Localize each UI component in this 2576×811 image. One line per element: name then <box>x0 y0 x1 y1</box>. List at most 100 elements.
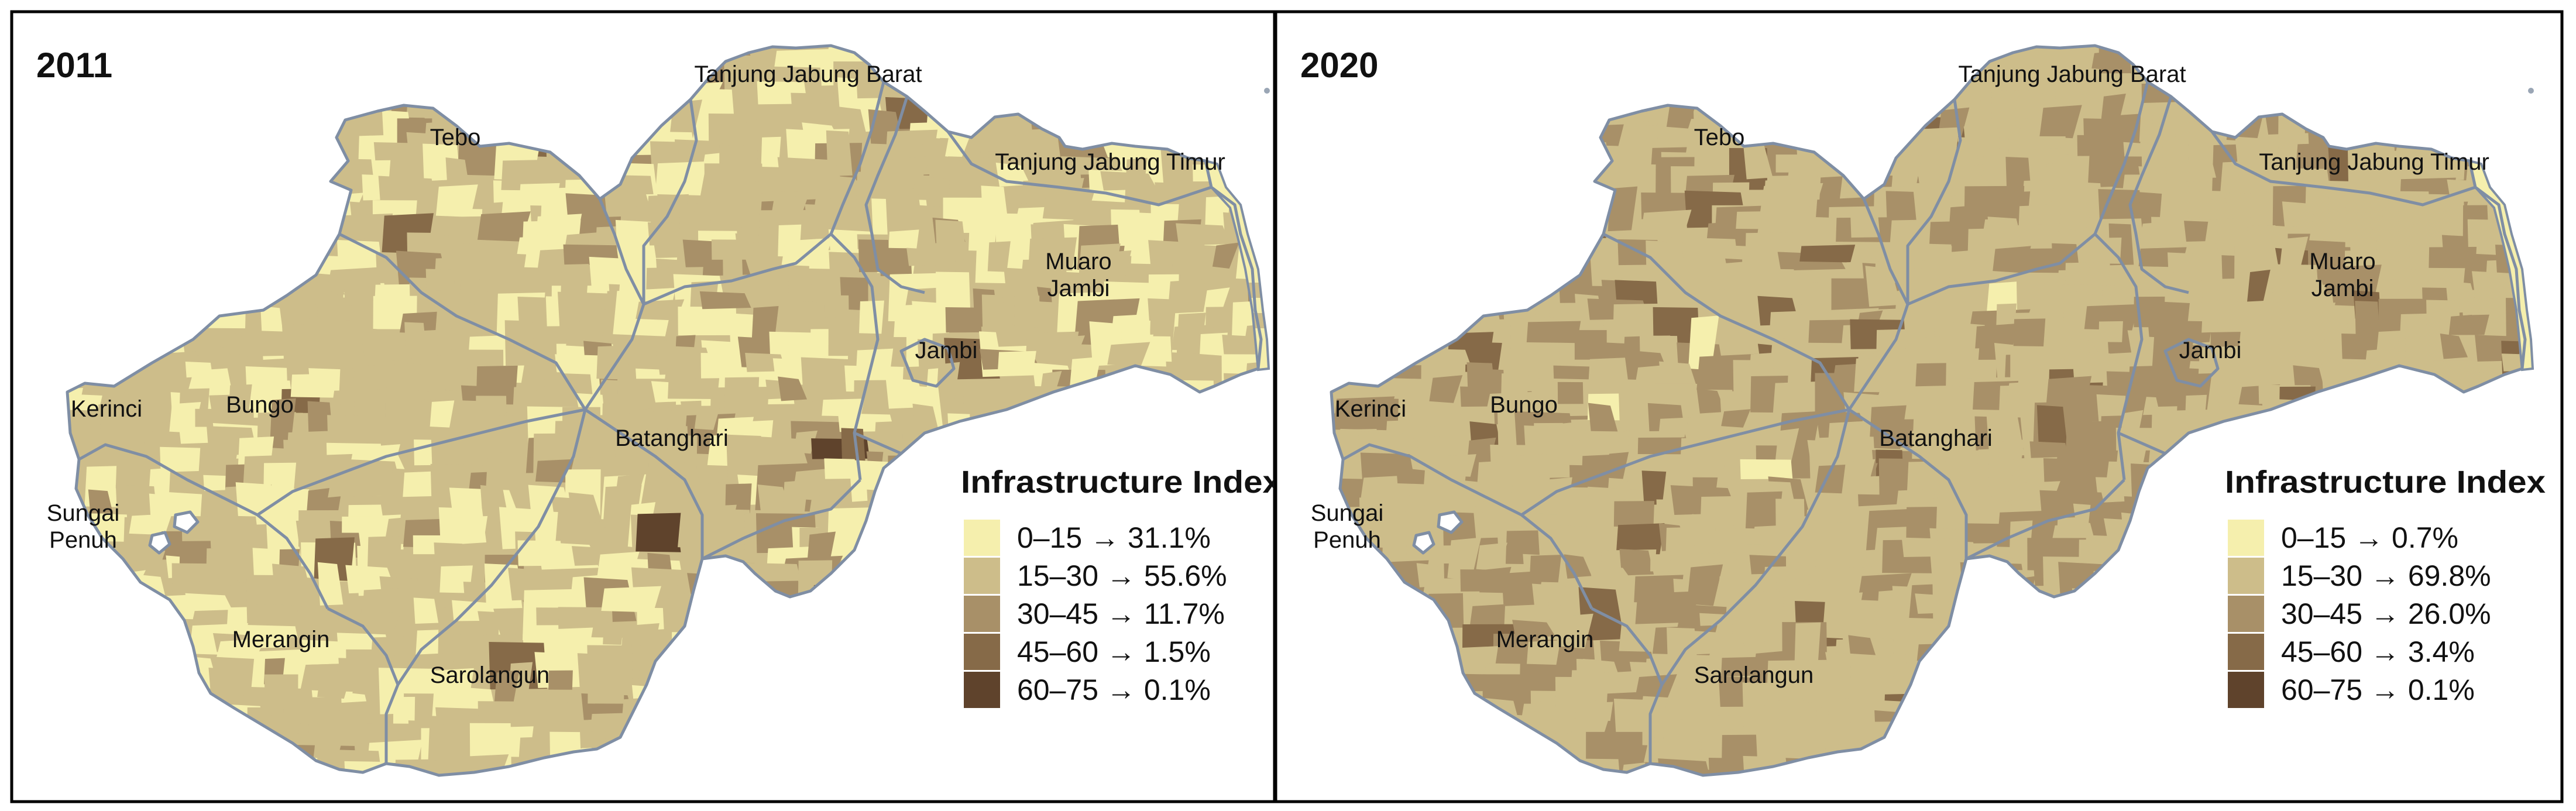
index-patch <box>1745 491 1782 530</box>
index-patch <box>1046 335 1086 357</box>
index-patch <box>1557 382 1584 404</box>
index-patch <box>1466 362 1495 391</box>
index-patch <box>736 79 758 121</box>
index-patch <box>1526 640 1561 665</box>
district-boundary <box>829 81 885 235</box>
region-labels: Tebo Tanjung Jabung Barat Tanjung Jabung… <box>1311 61 2489 688</box>
index-patch <box>2013 318 2046 346</box>
sungai-penuh-lake <box>148 531 171 555</box>
index-patch <box>1831 278 1872 318</box>
region-label-sarolangun: Sarolangun <box>1694 662 1814 688</box>
district-boundary <box>2128 96 2189 294</box>
legend-label: 30–45 → 26.0% <box>2281 597 2491 630</box>
region-label-sungai-penuh: Sungai Penuh <box>1311 500 1384 553</box>
index-patch <box>477 211 531 242</box>
index-patch <box>757 484 792 514</box>
district-boundary <box>2093 81 2149 235</box>
region-label-line: Tanjung Jabung Barat <box>1958 61 2186 87</box>
index-patch <box>1416 563 1445 587</box>
index-patch <box>1556 613 1593 649</box>
index-patch <box>2186 160 2217 178</box>
sungai-penuh-lake <box>1412 531 1435 555</box>
index-patch <box>588 671 625 704</box>
district-boundary <box>78 443 329 610</box>
legend-swatch <box>2228 672 2264 708</box>
index-patch <box>134 551 166 576</box>
district-boundary <box>1342 443 1593 610</box>
index-patch <box>1444 454 1476 477</box>
district-boundary <box>1848 408 1968 559</box>
index-patch <box>1039 370 1062 400</box>
index-patch <box>477 248 527 286</box>
index-patch <box>824 458 857 479</box>
legend-title: Infrastructure Index <box>2225 465 2546 500</box>
region-label-line: Jambi <box>1047 276 1110 301</box>
index-patch <box>832 176 863 198</box>
region-label-kerinci: Kerinci <box>1335 396 1406 422</box>
index-patch <box>1014 295 1040 336</box>
district-boundary <box>864 96 925 294</box>
index-patch <box>761 136 781 167</box>
index-patch <box>1510 322 1531 353</box>
index-patch <box>2151 406 2177 443</box>
index-patch <box>1369 523 1396 542</box>
index-patch <box>2429 246 2477 269</box>
index-patch <box>1822 592 1863 640</box>
district-boundary <box>2210 130 2476 207</box>
index-patch <box>404 322 427 352</box>
index-patch <box>2098 189 2144 219</box>
index-patch <box>185 361 233 396</box>
region-label-line: Sungai <box>47 500 120 526</box>
index-patch <box>2009 520 2033 569</box>
index-patch <box>88 489 113 514</box>
region-label-line: Tanjung Jabung Timur <box>995 149 1225 175</box>
legend-label: 45–60 → 3.4% <box>2281 635 2475 668</box>
index-patch <box>774 49 830 68</box>
district-boundary <box>1520 408 1850 517</box>
index-patch <box>169 401 201 433</box>
district-boundary <box>1591 607 1664 685</box>
index-patch <box>298 510 341 547</box>
index-patch <box>1619 549 1654 576</box>
index-patch <box>1429 375 1463 403</box>
index-patch <box>2059 291 2094 313</box>
index-patch <box>425 269 455 291</box>
map-panel-2011: 2011 Tebo Tanjung Jabung Barat Tanjung J… <box>10 10 1282 803</box>
index-patch <box>602 403 630 425</box>
islet <box>2528 88 2534 94</box>
index-patch <box>997 350 1036 376</box>
index-patch <box>317 562 344 609</box>
index-patch <box>2470 297 2498 315</box>
index-patch <box>1755 591 1784 626</box>
index-patch <box>935 219 968 270</box>
index-patch <box>2334 211 2374 239</box>
index-patch <box>1915 593 1959 614</box>
index-patch <box>2080 81 2140 106</box>
index-patch <box>2091 51 2115 70</box>
region-label-line: Penuh <box>1313 527 1381 553</box>
region-labels: Tebo Tanjung Jabung Barat Tanjung Jabung… <box>47 61 1225 688</box>
region-label-line: Tanjung Jabung Barat <box>694 61 922 87</box>
legend-label: 60–75 → 0.1% <box>1017 673 1211 706</box>
index-patch <box>402 471 439 503</box>
index-patch <box>1212 242 1239 269</box>
index-patch <box>1608 186 1638 238</box>
legend-label: 60–75 → 0.1% <box>2281 673 2475 706</box>
index-patch <box>987 241 1011 272</box>
index-patch <box>99 404 162 435</box>
legend-swatch <box>964 634 1000 670</box>
index-patch <box>945 307 982 333</box>
index-patch <box>859 300 884 334</box>
index-patch <box>614 175 654 195</box>
index-patch <box>1732 618 1761 643</box>
index-patch <box>366 413 386 432</box>
index-patch <box>1752 525 1786 550</box>
index-patch <box>185 593 232 611</box>
index-patch <box>1784 197 1818 236</box>
index-patch <box>1815 373 1849 421</box>
index-patch <box>1692 514 1719 548</box>
index-patch <box>2098 321 2123 342</box>
index-patch <box>694 407 720 430</box>
index-patch <box>1560 487 1597 528</box>
region-label-line: Penuh <box>49 527 117 553</box>
